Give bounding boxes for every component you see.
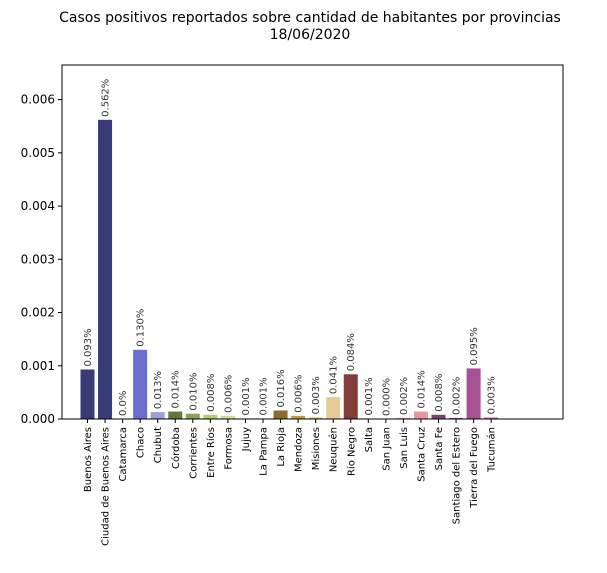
data-label: 0.010% — [188, 373, 199, 411]
x-tick-label: Corrientes — [188, 427, 199, 479]
data-label: 0.093% — [83, 328, 94, 366]
bar — [150, 412, 165, 419]
x-tick-label: Chaco — [136, 427, 147, 458]
x-tick-label: La Pampa — [259, 427, 270, 476]
bar — [308, 417, 323, 419]
data-label: 0.016% — [276, 369, 287, 407]
bar — [326, 397, 341, 419]
y-tick-label: 0.002 — [21, 306, 55, 320]
data-label: 0.0% — [118, 391, 129, 416]
x-tick-label: Santa Cruz — [416, 427, 427, 482]
data-label: 0.002% — [452, 377, 463, 415]
x-tick-label: Neuquén — [328, 427, 340, 472]
data-label: 0.006% — [294, 375, 305, 413]
x-tick-label: Buenos Aires — [83, 427, 94, 492]
x-tick-label: Entre Ríos — [205, 427, 217, 478]
bar — [133, 349, 148, 419]
data-label: 0.095% — [469, 327, 480, 365]
data-label: 0.084% — [346, 333, 357, 371]
y-tick-label: 0.006 — [21, 93, 55, 107]
y-tick-label: 0.001 — [21, 359, 55, 373]
x-tick-label: Tucumán — [486, 427, 498, 473]
bar — [185, 413, 200, 419]
bar — [484, 417, 499, 419]
bars-group — [80, 119, 499, 419]
y-tick-label: 0.004 — [21, 199, 55, 213]
x-axis: Buenos Aires Ciudad de Buenos Aires Catama… — [83, 419, 498, 546]
bar — [203, 414, 218, 419]
bar — [343, 374, 358, 419]
bar — [80, 369, 95, 419]
chart-title: Casos positivos reportados sobre cantida… — [59, 10, 561, 26]
x-tick-label: La Rioja — [276, 427, 287, 467]
x-tick-label: Río Negro — [345, 427, 357, 476]
y-tick-label: 0.003 — [21, 252, 55, 266]
data-label: 0.002% — [399, 377, 410, 415]
x-tick-label: Catamarca — [118, 427, 129, 482]
x-tick-label: Santiago del Estero — [452, 427, 463, 524]
bar — [273, 410, 288, 419]
data-label: 0.003% — [311, 376, 322, 414]
data-label: 0.001% — [259, 377, 270, 415]
data-label: 0.001% — [364, 377, 375, 415]
plot-frame — [61, 64, 564, 420]
x-tick-label: Ciudad de Buenos Aires — [101, 427, 112, 546]
data-label: 0.014% — [416, 370, 427, 408]
x-tick-label: San Juan — [381, 427, 392, 471]
chart-subtitle-date: 18/06/2020 — [270, 27, 351, 43]
bar — [291, 415, 306, 419]
data-label: 0.008% — [206, 374, 217, 412]
data-label: 0.000% — [381, 378, 392, 416]
data-label: 0.008% — [434, 374, 445, 412]
bar — [431, 414, 446, 419]
data-label: 0.013% — [153, 371, 164, 409]
data-label: 0.006% — [223, 375, 234, 413]
y-tick-label: 0.005 — [21, 146, 55, 160]
data-labels-group: 0.093% 0.562% 0.0% 0.130% 0.013% 0.014% 0.010%… — [83, 79, 498, 416]
y-tick-label: 0.000 — [21, 412, 55, 426]
x-tick-label: Misiones — [311, 427, 322, 470]
bar — [396, 417, 411, 419]
data-label: 0.001% — [241, 377, 252, 415]
x-tick-label: Mendoza — [294, 427, 305, 472]
x-tick-label: Tierra del Fuego — [469, 427, 480, 509]
data-label: 0.562% — [101, 79, 112, 117]
x-tick-label: Santa Fe — [434, 427, 445, 470]
bar — [466, 368, 481, 419]
data-label: 0.041% — [329, 356, 340, 394]
bar — [168, 411, 183, 419]
x-tick-label: Jujuy — [241, 427, 252, 452]
x-tick-label: Salta — [364, 427, 375, 452]
bar — [413, 411, 428, 419]
bar — [220, 415, 235, 419]
bar — [98, 119, 113, 419]
x-tick-label: Córdoba — [170, 427, 182, 469]
data-label: 0.014% — [171, 370, 182, 408]
bar — [449, 417, 464, 419]
x-tick-label: Formosa — [223, 427, 234, 470]
y-axis: 0.000 0.001 0.002 0.003 0.004 0.005 0.006 — [21, 93, 62, 426]
x-tick-label: San Luis — [399, 427, 410, 469]
data-label: 0.130% — [136, 309, 147, 347]
data-label: 0.003% — [487, 376, 498, 414]
x-tick-label: Chubut — [153, 427, 164, 463]
